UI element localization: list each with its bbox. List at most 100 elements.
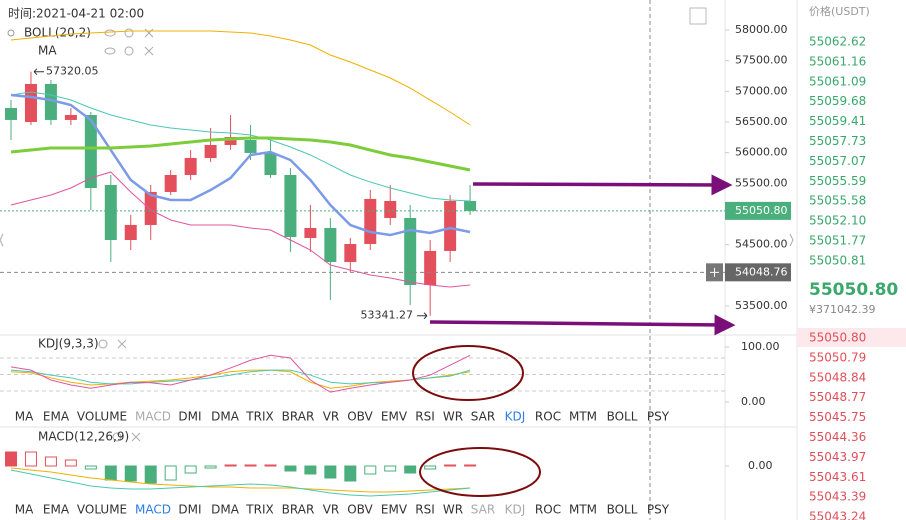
eye-icon[interactable] <box>104 47 116 55</box>
y-tick-label: 53500.00 <box>735 299 788 312</box>
candle-body <box>424 250 437 286</box>
settings-icon[interactable] <box>124 28 134 38</box>
candle-body <box>104 184 117 240</box>
y-tick-label: 100.00 <box>741 340 780 353</box>
indicator-tab[interactable]: VR <box>323 503 340 517</box>
y-tick-label: 55500.00 <box>735 176 788 189</box>
fullscreen-button[interactable] <box>689 7 707 25</box>
scroll-right[interactable] <box>789 233 794 247</box>
macd-bar <box>404 465 417 474</box>
indicator-tab[interactable]: MTM <box>569 410 597 424</box>
close-icon[interactable] <box>144 28 154 38</box>
candle-body <box>364 198 377 244</box>
settings-icon[interactable] <box>112 432 122 442</box>
ask-price: 55057.07 <box>809 154 866 168</box>
indicator-tab[interactable]: SAR <box>471 410 495 424</box>
macd-bar <box>424 465 437 470</box>
indicator-line <box>10 469 471 497</box>
ask-price: 55052.10 <box>809 214 866 228</box>
macd-bar <box>224 464 237 467</box>
crosshair-tag <box>725 263 791 282</box>
indicator-tab[interactable]: MACD <box>135 410 171 424</box>
indicator-tab[interactable]: VR <box>323 410 340 424</box>
candle-body <box>384 200 397 218</box>
indicator-tab[interactable]: BOLL <box>607 503 638 517</box>
indicator-tab[interactable]: DMI <box>178 503 201 517</box>
settings-icon[interactable] <box>124 46 134 56</box>
y-tick-label: 58000.00 <box>735 23 788 36</box>
indicator-tab[interactable]: EMV <box>381 503 408 517</box>
macd-bar <box>384 465 397 472</box>
macd-bar <box>124 465 137 482</box>
candle-body <box>64 114 77 120</box>
indicator-tab[interactable]: BRAR <box>282 503 315 517</box>
indicator-tab[interactable]: OBV <box>347 503 373 517</box>
bid-price: 55043.24 <box>809 510 866 520</box>
indicator-tab[interactable]: RSI <box>415 503 435 517</box>
indicator-tab[interactable]: TRIX <box>245 503 273 517</box>
close-icon[interactable] <box>131 432 141 442</box>
eye-icon[interactable] <box>104 29 116 37</box>
macd-bar <box>5 451 17 467</box>
candle-body <box>464 200 477 211</box>
indicator-tab[interactable]: WR <box>443 503 463 517</box>
ask-price: 55057.73 <box>809 134 866 148</box>
scroll-left[interactable] <box>0 233 4 247</box>
indicator-tab[interactable]: MTM <box>569 503 597 517</box>
indicator-tab[interactable]: ROC <box>535 503 561 517</box>
y-tick-label: 57500.00 <box>735 54 788 67</box>
boll-controls[interactable] <box>7 29 15 37</box>
indicator-tab[interactable]: EMA <box>43 410 70 424</box>
indicator-tab[interactable]: MA <box>15 503 34 517</box>
indicator-tab[interactable]: DMA <box>211 410 240 424</box>
indicator-tab[interactable]: DMA <box>211 503 240 517</box>
y-tick-label: 0.00 <box>748 459 773 472</box>
close-icon[interactable] <box>117 339 127 349</box>
candle-body <box>344 243 357 263</box>
indicator-tab[interactable]: TRIX <box>245 410 273 424</box>
macd-bar <box>44 456 57 467</box>
close-icon[interactable] <box>144 46 154 56</box>
max-arrow <box>33 68 44 76</box>
ask-price: 55051.77 <box>809 234 866 248</box>
settings-icon[interactable] <box>98 339 108 349</box>
indicator-tab[interactable]: SAR <box>471 503 495 517</box>
indicator-tab[interactable]: VOLUME <box>77 410 127 424</box>
chart-layers: 58000.00 57500.00 57000.00 56500.00 56000.00… <box>0 4 898 520</box>
indicator-tab[interactable]: MA <box>15 410 34 424</box>
min-arrow <box>417 312 428 320</box>
indicator-line <box>10 93 471 237</box>
indicator-tab[interactable]: MACD <box>135 503 171 517</box>
indicator-tab[interactable]: PSY <box>647 503 670 517</box>
indicator-tab[interactable]: OBV <box>347 410 373 424</box>
min-label: 53341.27 <box>361 309 414 322</box>
ask-price: 55061.16 <box>809 54 866 68</box>
macd-bar <box>304 465 317 475</box>
indicator-tab[interactable]: EMV <box>381 410 408 424</box>
macd-bar <box>324 465 337 479</box>
indicator-tab[interactable]: RSI <box>415 410 435 424</box>
candle-body <box>244 140 257 153</box>
macd-bar <box>284 465 297 472</box>
collapse-icon[interactable] <box>7 29 15 37</box>
indicator-tab[interactable]: KDJ <box>505 410 526 424</box>
indicator-tab[interactable]: VOLUME <box>77 503 127 517</box>
candle-body <box>204 144 217 158</box>
indicator-tab[interactable]: KDJ <box>505 503 526 517</box>
ask-price: 55059.41 <box>809 114 866 128</box>
indicator-line <box>10 171 471 288</box>
last-price-label: 55050.80 <box>735 204 788 217</box>
indicator-tab[interactable]: PSY <box>647 410 670 424</box>
indicator-tab[interactable]: EMA <box>43 503 70 517</box>
macd-title: MACD(12,26,9) <box>38 430 129 444</box>
indicator-label: BOLL(20,2) <box>24 26 91 40</box>
indicator-tab[interactable]: WR <box>443 410 463 424</box>
indicator-icons <box>98 28 154 442</box>
candle-body <box>224 137 237 145</box>
indicator-tab[interactable]: BRAR <box>282 410 315 424</box>
macd-bar <box>204 465 217 469</box>
indicator-tab[interactable]: ROC <box>535 410 561 424</box>
indicator-tab[interactable]: BOLL <box>607 410 638 424</box>
indicator-tab[interactable]: DMI <box>178 410 201 424</box>
